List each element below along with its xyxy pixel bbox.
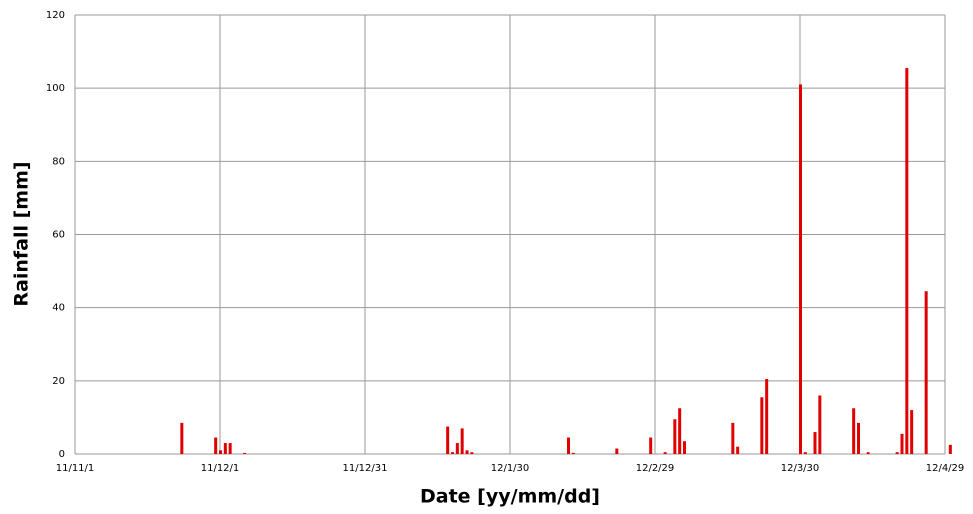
bar [567,437,570,454]
bar [663,452,667,454]
bar [460,428,464,454]
bar [446,426,450,454]
bar [673,419,677,454]
y-tick-label: 100 [46,83,65,94]
bar [736,446,740,454]
bar [470,452,474,454]
y-tick-label: 80 [52,156,65,167]
y-axis-title: Rainfall [mm] [11,161,33,306]
x-tick-label: 12/3/30 [781,463,820,474]
bar [813,432,817,454]
bar [180,422,184,454]
bar [924,291,928,454]
bar [615,448,619,454]
bar [910,410,914,454]
x-tick-label: 12/1/30 [491,463,530,474]
y-tick-label: 60 [52,230,65,241]
x-axis-title: Date [yy/mm/dd] [420,486,600,508]
bar [895,452,899,454]
x-tick-label: 12/2/29 [636,463,675,474]
bar [678,408,682,454]
bar [214,437,218,454]
bar [852,408,856,454]
bar [866,452,870,454]
bar [649,437,653,454]
y-tick-label: 20 [52,376,65,387]
bar [451,452,454,454]
bar [683,441,686,454]
bar [818,395,822,454]
y-tick-label: 120 [46,10,65,21]
bar [765,379,769,454]
bar [799,84,802,454]
bar [905,68,909,454]
bar [571,452,575,454]
x-tick-label: 11/11/1 [56,463,95,474]
bar [455,443,459,454]
bar [731,422,735,454]
y-tick-label: 40 [52,303,65,314]
x-tick-label: 12/4/29 [926,463,965,474]
y-tick-label: 0 [59,449,65,460]
bar [465,450,469,454]
bar [760,397,764,454]
bar [219,450,222,454]
bar [223,443,227,454]
x-tick-label: 11/12/31 [343,463,388,474]
bar [803,452,807,454]
bar [900,433,904,454]
bar [857,422,860,454]
x-tick-label: 11/12/1 [201,463,240,474]
bar [948,444,952,454]
bar [243,452,247,454]
bar [228,443,232,454]
